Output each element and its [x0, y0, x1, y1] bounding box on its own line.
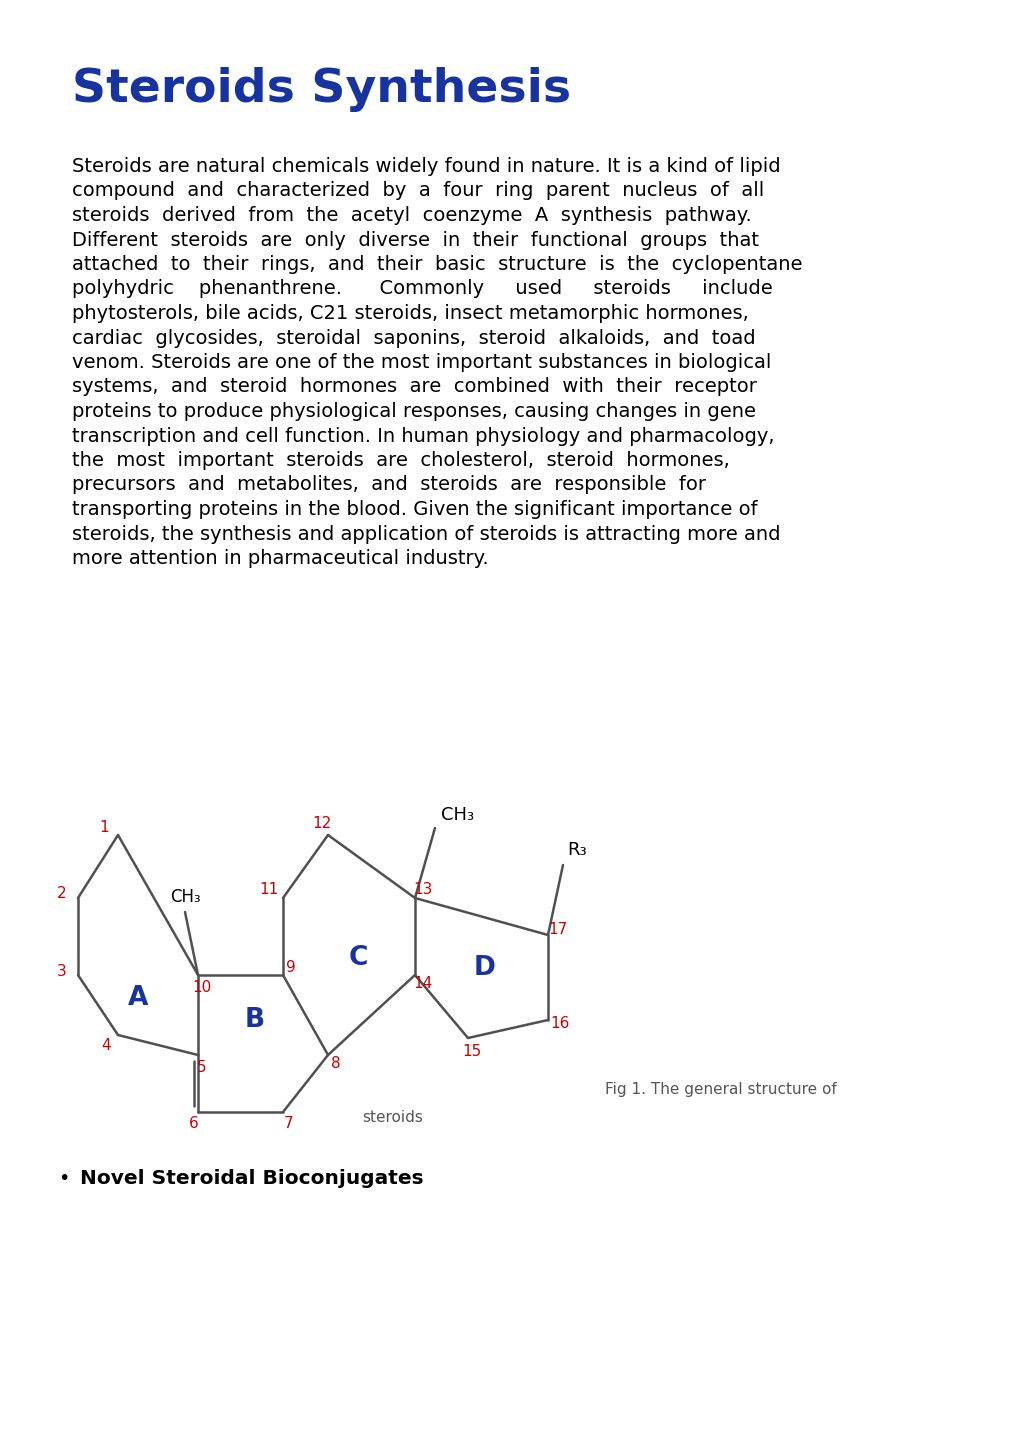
- Text: 9: 9: [286, 959, 296, 974]
- Text: 2: 2: [57, 887, 66, 901]
- Text: cardiac  glycosides,  steroidal  saponins,  steroid  alkaloids,  and  toad: cardiac glycosides, steroidal saponins, …: [72, 328, 756, 347]
- Text: proteins to produce physiological responses, causing changes in gene: proteins to produce physiological respon…: [72, 402, 756, 421]
- Text: C: C: [348, 945, 367, 971]
- Text: precursors  and  metabolites,  and  steroids  are  responsible  for: precursors and metabolites, and steroids…: [72, 476, 706, 495]
- Text: Different  steroids  are  only  diverse  in  their  functional  groups  that: Different steroids are only diverse in t…: [72, 230, 759, 249]
- Text: CH₃: CH₃: [170, 888, 201, 906]
- Text: polyhydric    phenanthrene.      Commonly     used     steroids     include: polyhydric phenanthrene. Commonly used s…: [72, 279, 772, 298]
- Text: compound  and  characterized  by  a  four  ring  parent  nucleus  of  all: compound and characterized by a four rin…: [72, 181, 764, 201]
- Text: •: •: [58, 1169, 70, 1188]
- Text: attached  to  their  rings,  and  their  basic  structure  is  the  cyclopentane: attached to their rings, and their basic…: [72, 255, 802, 273]
- Text: 8: 8: [331, 1055, 341, 1071]
- Text: 7: 7: [284, 1117, 294, 1132]
- Text: 5: 5: [197, 1061, 207, 1075]
- Text: R₃: R₃: [567, 841, 586, 860]
- Text: more attention in pharmaceutical industry.: more attention in pharmaceutical industr…: [72, 548, 489, 569]
- Text: D: D: [474, 955, 496, 981]
- Text: 11: 11: [260, 883, 278, 897]
- Text: Steroids are natural chemicals widely found in nature. It is a kind of lipid: Steroids are natural chemicals widely fo…: [72, 158, 781, 177]
- Text: CH₃: CH₃: [441, 806, 474, 823]
- Text: transcription and cell function. In human physiology and pharmacology,: transcription and cell function. In huma…: [72, 427, 774, 446]
- Text: A: A: [128, 985, 148, 1011]
- Text: B: B: [244, 1007, 265, 1033]
- Text: steroids, the synthesis and application of steroids is attracting more and: steroids, the synthesis and application …: [72, 524, 781, 544]
- Text: 14: 14: [413, 975, 433, 991]
- Text: the  most  important  steroids  are  cholesterol,  steroid  hormones,: the most important steroids are choleste…: [72, 451, 729, 470]
- Text: Fig 1. The general structure of: Fig 1. The general structure of: [605, 1082, 837, 1097]
- Text: steroids  derived  from  the  acetyl  coenzyme  A  synthesis  pathway.: steroids derived from the acetyl coenzym…: [72, 205, 752, 224]
- Text: transporting proteins in the blood. Given the significant importance of: transporting proteins in the blood. Give…: [72, 501, 758, 519]
- Text: systems,  and  steroid  hormones  are  combined  with  their  receptor: systems, and steroid hormones are combin…: [72, 378, 757, 396]
- Text: 12: 12: [312, 816, 331, 831]
- Text: 10: 10: [192, 980, 212, 994]
- Text: venom. Steroids are one of the most important substances in biological: venom. Steroids are one of the most impo…: [72, 353, 771, 372]
- Text: 15: 15: [462, 1043, 482, 1059]
- Text: Novel Steroidal Bioconjugates: Novel Steroidal Bioconjugates: [80, 1169, 424, 1188]
- Text: 3: 3: [57, 964, 66, 978]
- Text: 6: 6: [189, 1117, 198, 1132]
- Text: phytosterols, bile acids, C21 steroids, insect metamorphic hormones,: phytosterols, bile acids, C21 steroids, …: [72, 304, 749, 323]
- Text: 16: 16: [550, 1016, 570, 1032]
- Text: 17: 17: [548, 922, 568, 936]
- Text: 4: 4: [101, 1037, 110, 1052]
- Text: steroids: steroids: [362, 1110, 422, 1124]
- Text: 13: 13: [413, 883, 433, 897]
- Text: Steroids Synthesis: Steroids Synthesis: [72, 67, 571, 111]
- Text: 1: 1: [99, 819, 108, 835]
